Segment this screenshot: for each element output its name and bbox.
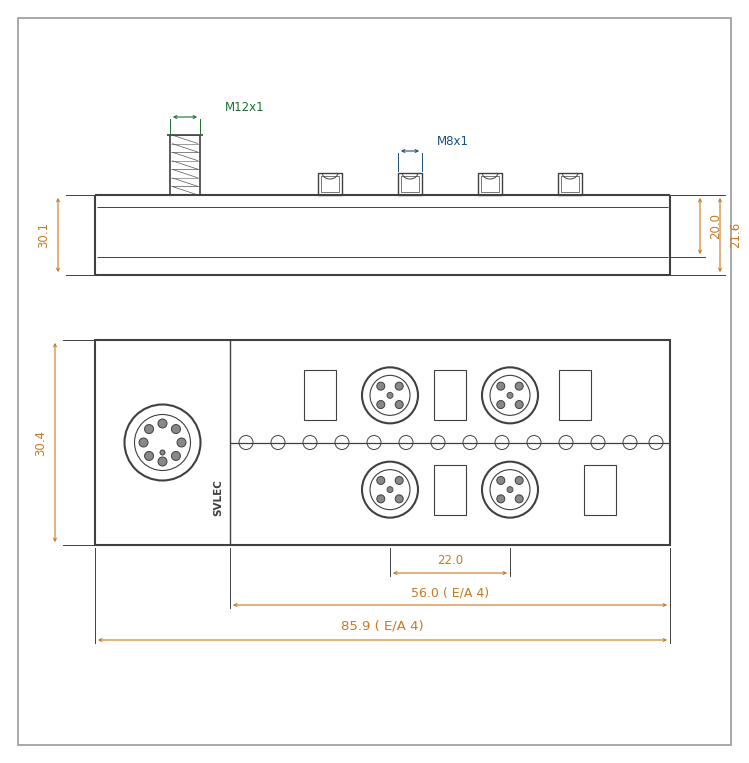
Circle shape xyxy=(172,452,181,460)
Text: 30.4: 30.4 xyxy=(34,430,47,456)
Circle shape xyxy=(497,382,505,390)
Text: 56.0 ( E/A 4): 56.0 ( E/A 4) xyxy=(411,587,489,600)
Circle shape xyxy=(395,382,403,390)
Circle shape xyxy=(158,457,167,466)
Bar xyxy=(561,176,579,192)
Circle shape xyxy=(177,438,186,447)
Text: 21.6: 21.6 xyxy=(730,222,742,248)
Text: 30.1: 30.1 xyxy=(37,222,50,248)
Circle shape xyxy=(515,495,524,503)
Circle shape xyxy=(395,495,403,503)
Bar xyxy=(434,465,466,515)
Bar xyxy=(304,370,336,420)
Bar xyxy=(558,173,582,195)
Bar xyxy=(398,173,422,195)
Bar xyxy=(95,340,670,545)
Bar xyxy=(434,370,466,420)
Bar xyxy=(318,173,342,195)
Circle shape xyxy=(145,424,154,433)
Bar xyxy=(584,465,616,515)
Bar xyxy=(478,173,502,195)
Circle shape xyxy=(172,424,181,433)
Circle shape xyxy=(507,392,513,398)
Circle shape xyxy=(377,495,385,503)
Circle shape xyxy=(387,487,393,493)
Circle shape xyxy=(497,401,505,408)
Circle shape xyxy=(515,382,524,390)
Bar xyxy=(321,176,339,192)
Circle shape xyxy=(139,438,148,447)
Circle shape xyxy=(387,392,393,398)
Text: M8x1: M8x1 xyxy=(437,134,469,147)
Circle shape xyxy=(507,487,513,493)
Text: 22.0: 22.0 xyxy=(437,555,463,568)
Circle shape xyxy=(377,476,385,485)
Text: 20.0: 20.0 xyxy=(709,213,723,239)
Circle shape xyxy=(377,382,385,390)
Circle shape xyxy=(395,401,403,408)
Text: 85.9 ( E/A 4): 85.9 ( E/A 4) xyxy=(342,620,424,633)
Circle shape xyxy=(515,476,524,485)
Circle shape xyxy=(145,452,154,460)
Circle shape xyxy=(515,401,524,408)
Circle shape xyxy=(377,401,385,408)
Circle shape xyxy=(497,476,505,485)
Text: M12x1: M12x1 xyxy=(225,101,264,114)
Circle shape xyxy=(497,495,505,503)
Circle shape xyxy=(395,476,403,485)
Bar xyxy=(559,370,591,420)
Circle shape xyxy=(160,450,165,455)
Text: SVLEC: SVLEC xyxy=(213,479,223,516)
Bar xyxy=(481,176,499,192)
Circle shape xyxy=(158,419,167,428)
Bar xyxy=(401,176,419,192)
